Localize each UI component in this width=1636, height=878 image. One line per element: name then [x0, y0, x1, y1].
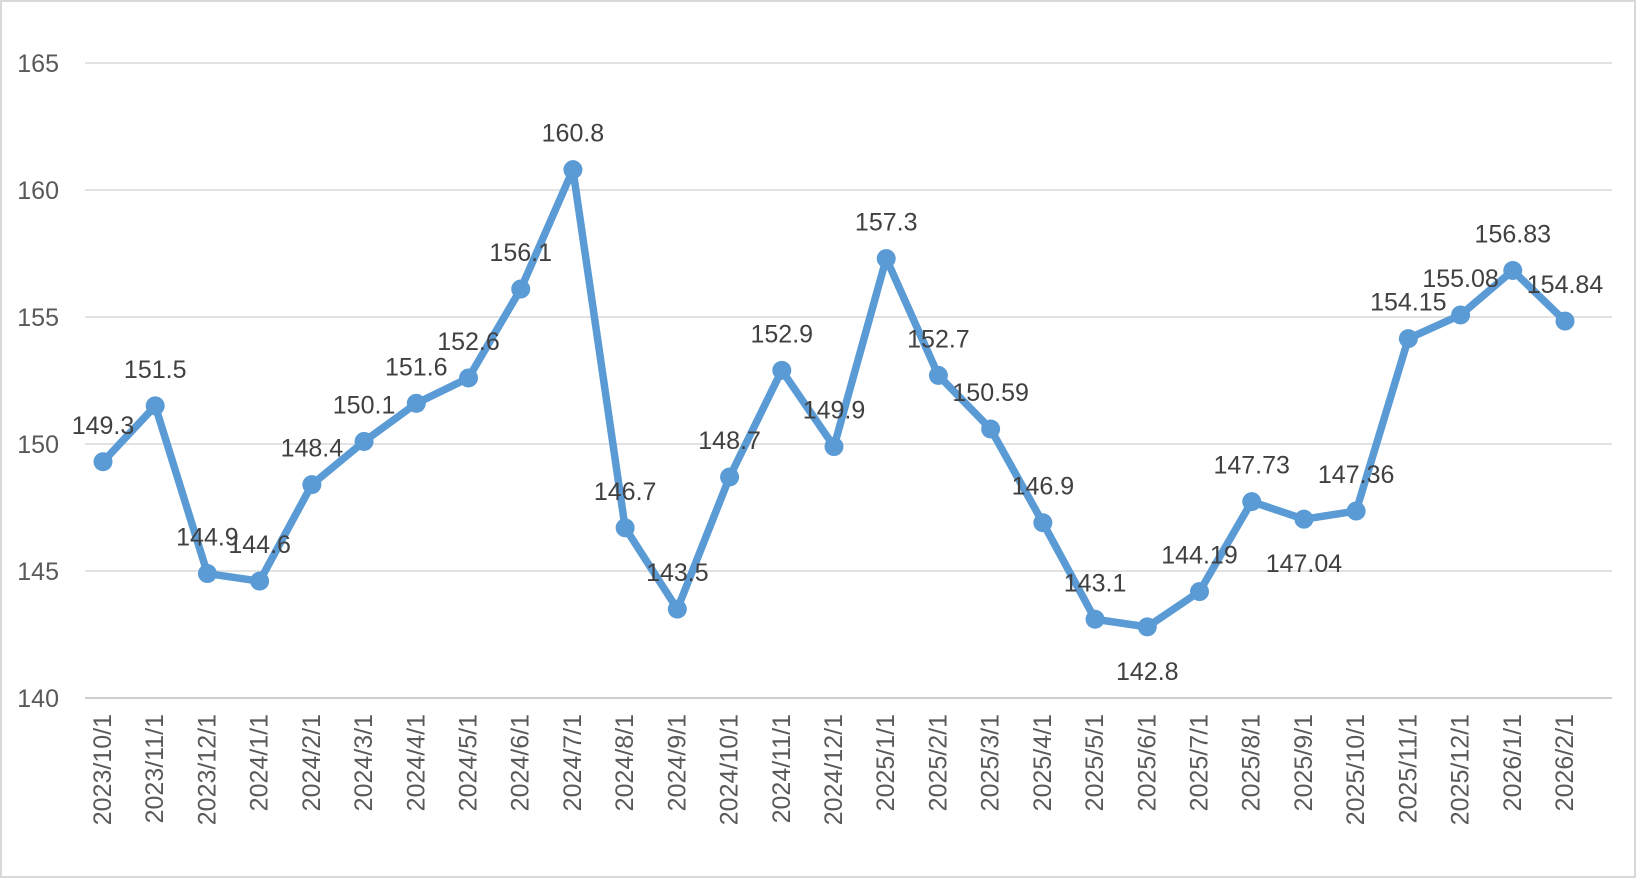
data-point-label: 150.59	[952, 379, 1028, 407]
data-point-label: 144.19	[1161, 542, 1237, 570]
y-axis-tick-label: 140	[17, 685, 59, 713]
x-axis-tick-label: 2024/6/1	[507, 714, 535, 811]
data-point-label: 142.8	[1116, 658, 1179, 686]
data-point-marker	[876, 249, 896, 269]
data-point-label: 156.83	[1475, 221, 1551, 249]
data-point-label: 154.15	[1370, 289, 1446, 317]
data-point-label: 147.73	[1213, 452, 1289, 480]
data-point-label: 149.9	[803, 397, 866, 425]
data-point-marker	[1137, 617, 1157, 637]
data-point-marker	[720, 467, 740, 487]
x-axis-tick-label: 2026/2/1	[1551, 714, 1579, 811]
data-point-marker	[197, 564, 217, 584]
data-point-label: 152.6	[437, 328, 500, 356]
x-axis-tick-label: 2025/8/1	[1238, 714, 1266, 811]
x-axis-tick-label: 2026/1/1	[1499, 714, 1527, 811]
data-point-label: 147.04	[1266, 550, 1343, 578]
data-point-label: 152.9	[751, 320, 814, 348]
data-point-marker	[1398, 329, 1418, 349]
data-point-marker	[145, 396, 165, 416]
x-axis-tick-label: 2024/2/1	[298, 714, 326, 811]
data-point-label: 148.7	[698, 427, 761, 455]
x-axis-tick-label: 2025/7/1	[1186, 714, 1214, 811]
data-point-label: 157.3	[855, 209, 918, 237]
data-point-marker	[1555, 311, 1575, 331]
data-point-marker	[354, 431, 374, 451]
data-point-label: 143.5	[646, 559, 709, 587]
data-point-marker	[615, 518, 635, 538]
x-axis-tick-label: 2025/3/1	[977, 714, 1005, 811]
data-point-marker	[1451, 305, 1471, 325]
x-axis-tick-label: 2025/5/1	[1081, 714, 1109, 811]
x-axis-tick-label: 2023/10/1	[89, 714, 117, 825]
data-point-marker	[563, 160, 583, 180]
x-axis-tick-label: 2024/7/1	[559, 714, 587, 811]
y-axis-tick-label: 165	[17, 50, 59, 78]
y-axis-tick-label: 145	[17, 558, 59, 586]
data-point-label: 151.6	[385, 353, 448, 381]
data-point-marker	[1242, 492, 1262, 512]
data-point-label: 156.1	[489, 239, 552, 267]
x-axis-tick-label: 2025/6/1	[1133, 714, 1161, 811]
data-point-marker	[459, 368, 478, 388]
x-axis-tick-label: 2025/12/1	[1447, 714, 1475, 825]
x-axis-tick-label: 2024/11/1	[768, 714, 796, 823]
x-axis-tick-label: 2023/12/1	[193, 714, 221, 825]
data-point-marker	[1346, 501, 1366, 521]
x-axis-tick-label: 2024/1/1	[246, 714, 274, 811]
data-point-label: 148.4	[281, 435, 344, 463]
data-point-marker	[1294, 509, 1314, 529]
data-point-marker	[1033, 513, 1053, 533]
data-point-marker	[928, 365, 948, 385]
x-axis-tick-label: 2025/11/1	[1394, 714, 1422, 823]
x-axis-tick-label: 2024/10/1	[716, 714, 744, 825]
data-point-label: 144.6	[228, 531, 291, 559]
data-point-label: 143.1	[1064, 569, 1127, 597]
x-axis-tick-label: 2024/8/1	[611, 714, 639, 811]
data-point-label: 154.84	[1527, 271, 1604, 299]
data-point-marker	[1190, 582, 1209, 602]
x-axis-tick-label: 2025/4/1	[1029, 714, 1057, 811]
y-axis-tick-label: 155	[17, 304, 59, 332]
data-point-marker	[302, 475, 322, 495]
x-axis-tick-label: 2025/10/1	[1342, 714, 1370, 825]
data-point-marker	[406, 393, 426, 413]
data-point-marker	[824, 437, 844, 457]
data-point-label: 147.36	[1318, 461, 1394, 489]
data-point-marker	[981, 419, 1001, 439]
data-point-marker	[1503, 261, 1523, 281]
x-axis-tick-label: 2024/3/1	[350, 714, 378, 811]
data-point-marker	[511, 279, 531, 299]
x-axis-tick-label: 2025/9/1	[1290, 714, 1318, 811]
x-axis-tick-label: 2025/2/1	[924, 714, 952, 811]
x-axis-tick-label: 2024/5/1	[455, 714, 483, 811]
x-axis-tick-label: 2023/11/1	[141, 714, 169, 823]
data-point-label: 160.8	[542, 120, 605, 148]
y-axis-tick-label: 160	[17, 177, 59, 205]
x-axis-tick-label: 2025/1/1	[872, 714, 900, 811]
x-axis-tick-label: 2024/12/1	[820, 714, 848, 825]
data-point-label: 149.3	[72, 412, 135, 440]
data-point-marker	[1085, 609, 1105, 629]
data-point-label: 150.1	[333, 391, 396, 419]
data-point-marker	[772, 360, 792, 380]
data-point-label: 152.7	[907, 325, 970, 353]
x-axis-tick-label: 2024/9/1	[663, 714, 691, 811]
data-point-label: 151.5	[124, 356, 187, 384]
data-point-label: 155.08	[1422, 265, 1498, 293]
data-point-label: 146.7	[594, 478, 657, 506]
data-point-label: 146.9	[1012, 473, 1075, 501]
x-axis-tick-label: 2024/4/1	[402, 714, 430, 811]
data-point-label: 144.9	[176, 524, 239, 552]
data-point-marker	[93, 452, 113, 472]
data-point-marker	[667, 599, 687, 619]
y-axis-tick-label: 150	[17, 431, 59, 459]
data-point-marker	[250, 571, 270, 591]
